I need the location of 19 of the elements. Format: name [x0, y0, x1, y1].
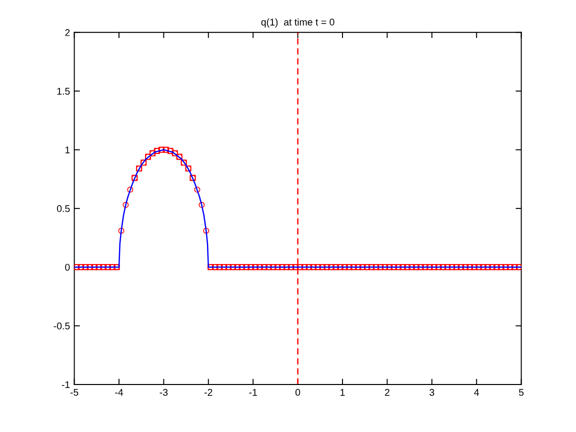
y-tick-label: 0.5 [57, 205, 70, 212]
x-tick-label: -5 [70, 389, 78, 396]
x-tick-label: -2 [204, 388, 212, 396]
chart-title: q(1) at time t = 0 [261, 18, 334, 28]
y-tick-label: -0.5 [54, 322, 70, 330]
y-tick-label: 2 [65, 29, 70, 36]
x-tick-label: 1 [340, 389, 345, 396]
x-tick-label: -1 [249, 389, 257, 396]
x-tick-label: 3 [430, 388, 434, 396]
y-tick-label: 1 [65, 146, 70, 154]
x-tick-label: 0 [295, 388, 300, 396]
x-tick-label: 4 [474, 389, 479, 396]
y-tick-label: -1 [62, 381, 70, 388]
y-tick-label: 1.5 [57, 88, 70, 95]
x-tick-label: -3 [160, 388, 168, 396]
x-tick-label: -4 [115, 389, 124, 396]
y-tick-label: 0 [65, 264, 70, 271]
x-tick-label: 2 [384, 388, 390, 396]
x-tick-label: 5 [518, 389, 524, 396]
